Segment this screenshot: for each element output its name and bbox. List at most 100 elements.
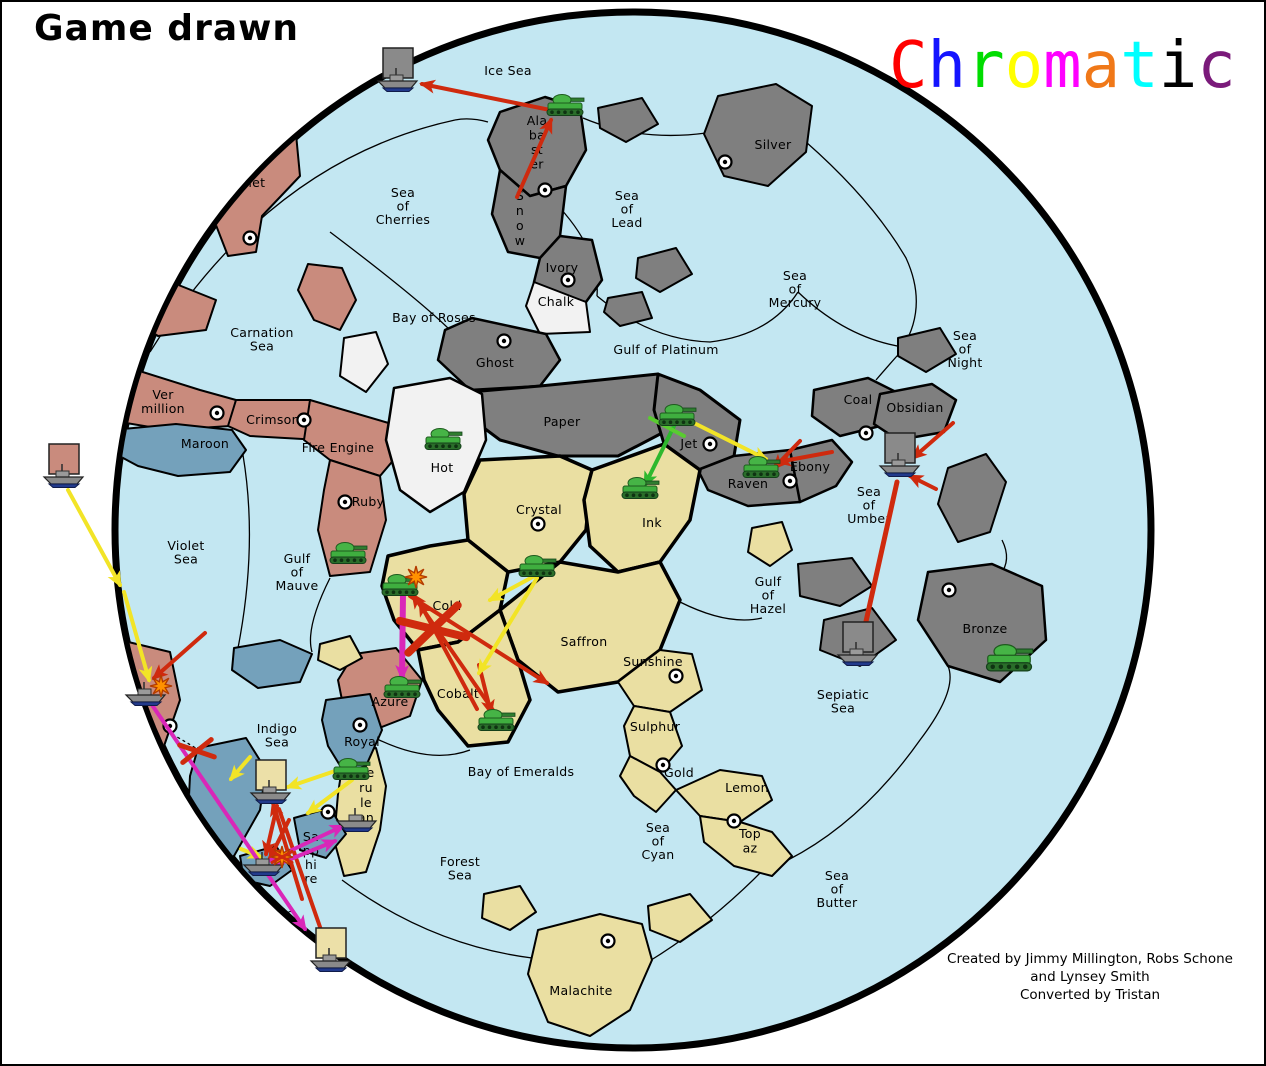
territory-ruby (317, 459, 387, 577)
move-arrow-red-0 (419, 79, 562, 114)
unit-army-cobalt (477, 709, 516, 731)
territory-umber-island (937, 453, 1007, 543)
label-bay-of-emeralds: Bay of Emeralds (468, 764, 575, 779)
sea-border-7 (797, 291, 904, 348)
unit-army-royal-south (332, 758, 371, 780)
move-arrow-red-6 (856, 479, 900, 647)
unit-army-bronze (985, 644, 1034, 672)
ship-keel (340, 827, 374, 832)
move-arrow-magenta-28 (148, 700, 307, 932)
label-gulf-of-platinum: Gulf of Platinum (613, 342, 718, 357)
logo-letter-1: h (927, 29, 967, 103)
dashed-border-0 (171, 733, 233, 773)
logo-letter-8: c (1197, 29, 1236, 103)
ship-superstructure (262, 786, 277, 794)
label-saffron: Saffron (561, 634, 608, 649)
ship-superstructure (55, 470, 70, 478)
label-crimson: Crimson (246, 412, 300, 427)
explosion-starburst-0 (404, 565, 428, 589)
label-ink: Ink (642, 515, 662, 530)
label-ice-sea: Ice Sea (484, 63, 532, 78)
ship-superstructure (849, 648, 864, 656)
move-arrow-red-9 (408, 594, 550, 685)
unit-fleet-aquatic-sea (309, 927, 352, 972)
logo-letter-5: a (1081, 29, 1121, 103)
territory-white-isle (339, 331, 389, 393)
label-jet: Jet (679, 436, 697, 451)
label-ebony: Ebony (790, 459, 831, 474)
label-crystal: Crystal (516, 502, 562, 517)
move-arrow-yellow-20 (688, 419, 769, 461)
ship-superstructure (137, 688, 152, 696)
unit-fleet-sapphire (242, 852, 285, 876)
territory-indigo-isle-1 (231, 639, 313, 689)
unit-army-azure (383, 676, 422, 698)
move-arrow-yellow-16 (66, 488, 122, 588)
ship-superstructure (322, 954, 337, 962)
ship-hull (309, 960, 352, 969)
territory-cyan-isle-2 (647, 893, 713, 943)
supply-center-royal (352, 717, 368, 733)
territory-chalk (525, 281, 591, 335)
label-gold: Gold (664, 765, 694, 780)
label-sepiatic-sea: Sepiatic Sea (817, 687, 869, 716)
credits: Created by Jimmy Millington, Robs Schone… (915, 950, 1265, 1004)
ship-keel (254, 799, 288, 804)
chromatic-logo: Chromatic (889, 34, 1236, 98)
move-arrow-red-11 (151, 631, 207, 680)
fleet-flag-gray (884, 432, 916, 464)
supply-center-garnet (242, 230, 258, 246)
unit-army-raven (742, 456, 781, 478)
sea-border-14 (787, 665, 951, 861)
label-ivory: Ivory (546, 260, 579, 275)
move-arrow-yellow-18 (487, 571, 542, 602)
territory-lead-island-1 (635, 247, 693, 293)
supply-center-crimson (296, 412, 312, 428)
label-paper: Paper (544, 414, 581, 429)
move-arrow-green2-26 (648, 416, 686, 438)
fleet-flag-salmon (48, 443, 80, 475)
label-forest-sea: Forest Sea (440, 854, 480, 883)
supply-center-ghost (496, 333, 512, 349)
move-arrow-yellow-23 (285, 768, 340, 790)
label-sulphur: Sulphur (630, 719, 681, 734)
fleet-flag-gray (842, 621, 874, 653)
move-arrow-magenta-27 (395, 591, 410, 681)
label-magenta: Magenta (89, 705, 146, 720)
label-lemon: Lemon (725, 780, 769, 795)
sea-border-1 (454, 118, 489, 123)
sea-border-12 (341, 879, 533, 959)
label-hot: Hot (431, 460, 454, 475)
supply-center-topaz (726, 813, 742, 829)
move-arrow-red-14 (277, 807, 331, 953)
credits-line-1: Created by Jimmy Millington, Robs Schone (947, 951, 1233, 967)
move-arrow-red-4 (910, 421, 955, 460)
supply-center-bronze (941, 582, 957, 598)
sea-border-9 (237, 454, 251, 649)
move-arrow-red-1 (515, 117, 553, 199)
unit-fleet-sea-of-lava (42, 443, 85, 488)
ship-superstructure (389, 74, 404, 82)
label-sea-of-butter: Sea of Butter (817, 868, 858, 910)
unit-army-hot (424, 428, 463, 450)
ship-keel (47, 483, 81, 488)
move-arrow-yellow-19 (477, 576, 539, 676)
label-vermillion: Ver million (141, 387, 185, 416)
unit-fleet-indigo-island (249, 759, 292, 804)
ship-hull (42, 476, 85, 485)
ship-hull (376, 80, 419, 89)
label-sea-of-cherries: Sea of Cherries (376, 185, 430, 227)
label-malachite: Malachite (549, 983, 612, 998)
label-coal: Coal (844, 392, 873, 407)
ship-hull (249, 792, 292, 801)
move-arrow-yellow-21 (305, 778, 354, 815)
supply-center-sunshine (668, 668, 684, 684)
label-fire-engine: Fire Engine (302, 440, 374, 455)
label-gulf-of-mauve: Gulf of Mauve (276, 551, 319, 593)
ship-keel (314, 967, 348, 972)
supply-center-silver (717, 154, 733, 170)
label-sea-of-umber: Sea of Umber (847, 484, 891, 526)
unit-fleet-ice-sea (376, 47, 419, 92)
